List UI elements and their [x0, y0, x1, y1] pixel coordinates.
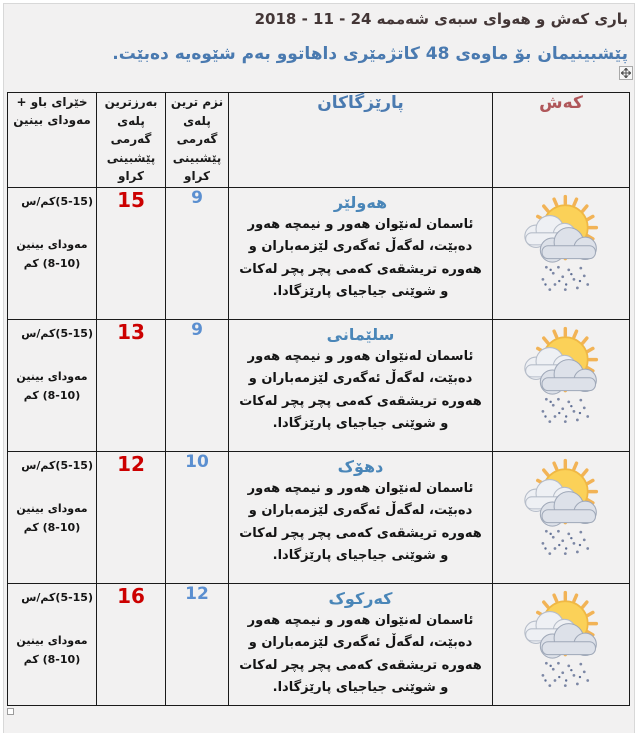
low-temp-value: 12 — [165, 583, 229, 706]
sun-clouds-rain-icon — [504, 188, 618, 300]
high-temp-value: 15 — [96, 187, 166, 320]
low-temp-value: 10 — [165, 451, 229, 584]
table-move-handle[interactable] — [619, 66, 633, 80]
low-temp-value: 9 — [165, 319, 229, 452]
weather-cell — [492, 583, 630, 706]
city-cell: کەرکوک ئاسمان لەنێوان هەور و نیمچە هەور … — [228, 583, 493, 706]
wind-visibility-cell: (5-15)کم/س مەودای بینین (8-10) کم — [7, 583, 97, 706]
table-row-erbil: هەولێر ئاسمان لەنێوان هەور و نیمچە هەور … — [7, 187, 630, 320]
weather-cell — [492, 451, 630, 584]
column-header-provinces: پارێزگاکان — [228, 92, 493, 188]
sun-clouds-rain-icon — [504, 320, 618, 432]
high-temp-value: 13 — [96, 319, 166, 452]
sun-clouds-rain-icon — [504, 452, 618, 564]
page-title: باری کەش و هەوای سبەی شەممە 24 - 11 - 20… — [254, 10, 628, 28]
weather-cell — [492, 187, 630, 320]
visibility-label: مەودای بینین — [16, 369, 88, 383]
high-temp-value: 16 — [96, 583, 166, 706]
city-name: دهۆک — [337, 457, 384, 476]
visibility-label: مەودای بینین — [16, 237, 88, 251]
high-temp-value: 12 — [96, 451, 166, 584]
city-cell: سلێمانی ئاسمان لەنێوان هەور و نیمچە هەور… — [228, 319, 493, 452]
table-header-row: کەش پارێزگاکان نزم ترین پلەی گەرمی پێشبی… — [7, 92, 630, 188]
visibility-value: (8-10) کم — [23, 257, 81, 270]
wind-visibility-cell: (5-15)کم/س مەودای بینین (8-10) کم — [7, 319, 97, 452]
visibility-value: (8-10) کم — [23, 521, 81, 534]
low-temp-value: 9 — [165, 187, 229, 320]
move-cross-icon — [621, 68, 631, 78]
weather-cell — [492, 319, 630, 452]
city-cell: دهۆک ئاسمان لەنێوان هەور و نیمچە هەور دە… — [228, 451, 493, 584]
visibility-value: (8-10) کم — [23, 389, 81, 402]
wind-visibility-cell: (5-15)کم/س مەودای بینین (8-10) کم — [7, 451, 97, 584]
sun-clouds-rain-icon — [504, 584, 618, 696]
visibility-label: مەودای بینین — [16, 501, 88, 515]
city-name: کەرکوک — [328, 589, 393, 608]
forecast-description: ئاسمان لەنێوان هەور و نیمچە هەور دەبێت، … — [239, 349, 482, 432]
visibility-value: (8-10) کم — [23, 653, 81, 666]
city-cell: هەولێر ئاسمان لەنێوان هەور و نیمچە هەور … — [228, 187, 493, 320]
wind-speed-value: (5-15)کم/س — [21, 591, 93, 604]
page-subtitle: پێشبینیمان بۆ ماوەی 48 کاتژمێری داهاتوو … — [112, 44, 628, 64]
weather-forecast-table: کەش پارێزگاکان نزم ترین پلەی گەرمی پێشبی… — [7, 92, 630, 706]
table-row-duhok: دهۆک ئاسمان لەنێوان هەور و نیمچە هەور دە… — [7, 451, 630, 584]
table-resize-handle[interactable] — [7, 708, 14, 715]
forecast-description: ئاسمان لەنێوان هەور و نیمچە هەور دەبێت، … — [239, 481, 482, 564]
table-row-sulaymaniyah: سلێمانی ئاسمان لەنێوان هەور و نیمچە هەور… — [7, 319, 630, 452]
wind-header-line2: مەودای بینین — [13, 113, 91, 127]
wind-speed-value: (5-15)کم/س — [21, 195, 93, 208]
column-header-weather: کەش — [492, 92, 630, 188]
forecast-description: ئاسمان لەنێوان هەور و نیمچە هەور دەبێت، … — [239, 217, 482, 300]
column-header-wind-visibility: خێرای باو + مەودای بینین — [7, 92, 97, 188]
column-header-high-temp: بەرزترین پلەی گەرمی پێشبینی کراو — [96, 92, 166, 188]
wind-header-line1: خێرای باو + — [16, 95, 88, 109]
wind-speed-value: (5-15)کم/س — [21, 327, 93, 340]
page-header: باری کەش و هەوای سبەی شەممە 24 - 11 - 20… — [18, 10, 628, 64]
city-name: سلێمانی — [326, 325, 395, 344]
forecast-description: ئاسمان لەنێوان هەور و نیمچە هەور دەبێت، … — [239, 613, 482, 696]
wind-visibility-cell: (5-15)کم/س مەودای بینین (8-10) کم — [7, 187, 97, 320]
visibility-label: مەودای بینین — [16, 633, 88, 647]
wind-speed-value: (5-15)کم/س — [21, 459, 93, 472]
table-row-kirkuk: کەرکوک ئاسمان لەنێوان هەور و نیمچە هەور … — [7, 583, 630, 706]
column-header-low-temp: نزم ترین پلەی گەرمی پێشبینی کراو — [165, 92, 229, 188]
city-name: هەولێر — [333, 193, 388, 212]
